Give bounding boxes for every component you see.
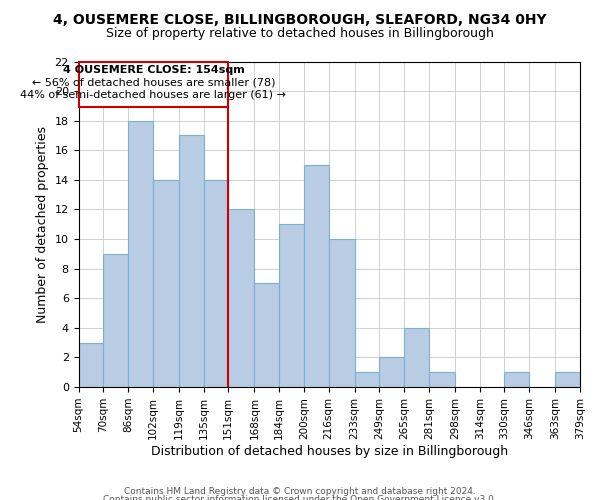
Bar xyxy=(103,254,128,387)
FancyBboxPatch shape xyxy=(79,62,228,108)
X-axis label: Distribution of detached houses by size in Billingborough: Distribution of detached houses by size … xyxy=(151,444,508,458)
Text: 4, OUSEMERE CLOSE, BILLINGBOROUGH, SLEAFORD, NG34 0HY: 4, OUSEMERE CLOSE, BILLINGBOROUGH, SLEAF… xyxy=(53,12,547,26)
Text: Size of property relative to detached houses in Billingborough: Size of property relative to detached ho… xyxy=(106,28,494,40)
Bar xyxy=(254,284,279,387)
Y-axis label: Number of detached properties: Number of detached properties xyxy=(36,126,49,323)
Bar xyxy=(152,180,179,387)
Bar xyxy=(79,342,103,387)
Bar xyxy=(279,224,304,387)
Bar xyxy=(203,180,228,387)
Bar xyxy=(556,372,580,387)
Bar xyxy=(179,136,203,387)
Bar xyxy=(429,372,455,387)
Bar xyxy=(128,120,152,387)
Bar xyxy=(404,328,429,387)
Bar xyxy=(329,239,355,387)
Bar xyxy=(355,372,379,387)
Text: 44% of semi-detached houses are larger (61) →: 44% of semi-detached houses are larger (… xyxy=(20,90,286,101)
Bar xyxy=(304,165,329,387)
Text: Contains HM Land Registry data © Crown copyright and database right 2024.: Contains HM Land Registry data © Crown c… xyxy=(124,488,476,496)
Bar xyxy=(505,372,529,387)
Text: 4 OUSEMERE CLOSE: 154sqm: 4 OUSEMERE CLOSE: 154sqm xyxy=(62,65,244,75)
Text: Contains public sector information licensed under the Open Government Licence v3: Contains public sector information licen… xyxy=(103,495,497,500)
Text: ← 56% of detached houses are smaller (78): ← 56% of detached houses are smaller (78… xyxy=(32,78,275,88)
Bar xyxy=(228,210,254,387)
Bar xyxy=(379,358,404,387)
